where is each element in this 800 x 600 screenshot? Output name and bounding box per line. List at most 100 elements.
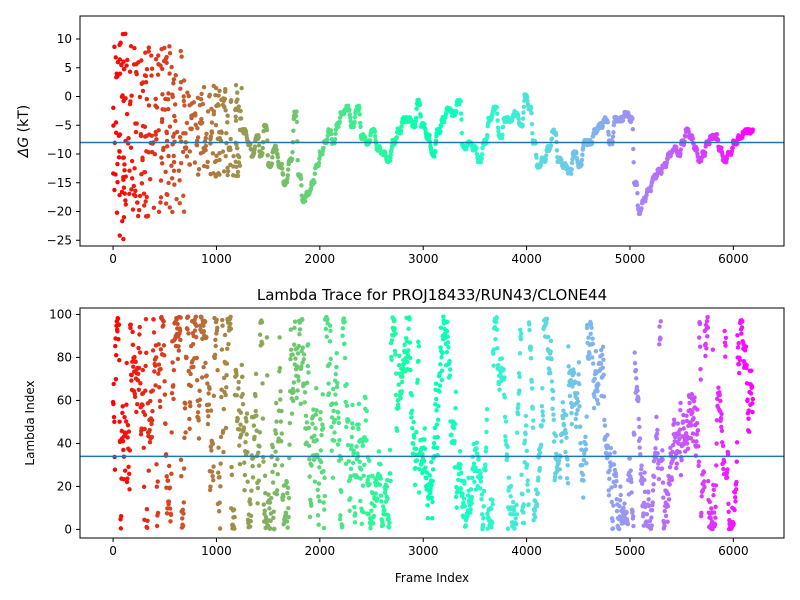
lambda-point — [135, 378, 141, 383]
delta-g-point — [620, 118, 626, 123]
lambda-point — [183, 430, 188, 435]
lambda-point — [358, 476, 363, 481]
lambda-point — [396, 382, 401, 387]
lambda-point — [279, 463, 285, 468]
lambda-point — [657, 342, 662, 347]
lambda-point — [317, 465, 322, 470]
lambda-point — [649, 507, 655, 513]
delta-g-point — [122, 162, 127, 167]
lambda-point — [614, 508, 620, 514]
lambda-point — [149, 421, 154, 427]
lambda-point — [272, 462, 278, 468]
lambda-point — [429, 459, 434, 465]
lambda-point — [149, 434, 155, 440]
lambda-point — [148, 398, 153, 404]
lambda-point — [440, 350, 445, 356]
lambda-point — [483, 449, 489, 454]
lambda-point — [111, 381, 116, 387]
lambda-point — [409, 392, 414, 398]
lambda-point — [277, 335, 282, 340]
delta-g-point — [161, 58, 167, 64]
delta-g-point — [172, 182, 177, 187]
delta-g-point — [171, 168, 177, 173]
lambda-point — [548, 349, 553, 354]
delta-g-point — [265, 138, 270, 143]
lambda-point — [270, 469, 275, 475]
lambda-point — [176, 344, 181, 349]
lambda-point — [701, 470, 707, 475]
lambda-point — [321, 525, 327, 531]
delta-g-point — [174, 196, 179, 202]
lambda-point — [211, 464, 216, 469]
lambda-point — [368, 526, 373, 531]
delta-g-point — [205, 159, 210, 165]
lambda-point — [703, 341, 708, 347]
lambda-point — [271, 509, 276, 514]
lambda-point — [257, 332, 263, 337]
delta-g-point — [225, 172, 230, 178]
lambda-point — [262, 508, 267, 513]
lambda-point — [220, 323, 225, 328]
lambda-point — [236, 386, 241, 391]
lambda-point — [205, 408, 210, 414]
lambda-point — [416, 490, 422, 495]
lambda-point — [563, 449, 568, 455]
delta-g-point — [579, 162, 584, 167]
lambda-point — [660, 457, 665, 462]
lambda-point — [527, 327, 532, 333]
delta-g-point — [533, 141, 538, 146]
delta-g-point — [495, 111, 500, 116]
lambda-point — [229, 464, 234, 470]
lambda-point — [488, 506, 494, 512]
lambda-point — [736, 361, 742, 367]
lambda-point — [447, 359, 452, 364]
delta-g-point — [635, 191, 640, 196]
lambda-point — [259, 319, 265, 325]
lambda-point — [494, 327, 500, 332]
delta-g-point — [554, 148, 560, 153]
delta-g-point — [128, 145, 134, 150]
lambda-point — [164, 511, 170, 516]
lambda-point — [609, 499, 614, 505]
delta-g-point — [205, 109, 211, 114]
delta-g-point — [159, 161, 165, 166]
lambda-point — [309, 503, 314, 508]
lambda-point — [490, 502, 495, 507]
lambda-point — [526, 502, 531, 507]
lambda-point — [257, 444, 262, 449]
lambda-point — [359, 521, 365, 527]
lambda-point — [255, 485, 261, 491]
lambda-point — [456, 477, 461, 482]
lambda-point — [320, 425, 326, 431]
lambda-point — [299, 348, 304, 354]
delta-g-point — [500, 132, 505, 137]
lambda-point — [180, 523, 186, 529]
lambda-point — [576, 360, 582, 365]
delta-g-point — [233, 118, 239, 123]
delta-g-point — [133, 193, 138, 199]
lambda-point — [169, 390, 175, 396]
delta-g-point — [639, 206, 644, 211]
delta-g-point — [199, 91, 204, 97]
lambda-point — [680, 419, 686, 424]
lambda-point — [523, 423, 529, 428]
delta-g-point — [172, 113, 177, 119]
lambda-point — [140, 367, 146, 373]
lambda-point — [428, 486, 433, 492]
delta-g-point — [265, 153, 270, 158]
lambda-point — [601, 394, 607, 399]
lambda-point — [150, 348, 156, 353]
lambda-point — [134, 409, 139, 415]
lambda-point — [181, 466, 187, 471]
lambda-point — [329, 448, 334, 453]
lambda-point — [209, 469, 215, 474]
delta-g-point — [117, 148, 122, 154]
lambda-point — [342, 355, 348, 361]
lambda-point — [407, 340, 413, 345]
lambda-point — [250, 463, 255, 469]
delta-g-point — [238, 108, 243, 114]
lambda-point — [503, 419, 509, 424]
lambda-point — [183, 401, 188, 406]
lambda-point — [361, 509, 366, 515]
lambda-point — [136, 371, 141, 376]
